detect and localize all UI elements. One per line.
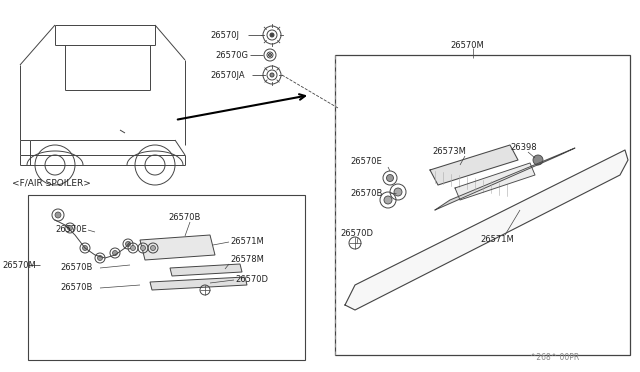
Polygon shape [150, 277, 247, 290]
Polygon shape [435, 148, 575, 210]
Circle shape [125, 241, 131, 247]
Circle shape [113, 250, 118, 256]
Circle shape [131, 246, 136, 250]
Text: 26570B: 26570B [60, 283, 92, 292]
Text: 26570B: 26570B [168, 214, 200, 222]
Text: <F/AIR SPOILER>: <F/AIR SPOILER> [12, 179, 91, 187]
Circle shape [270, 73, 274, 77]
Circle shape [394, 188, 402, 196]
Text: 26398: 26398 [510, 144, 536, 153]
Circle shape [384, 196, 392, 204]
Polygon shape [140, 235, 215, 260]
Circle shape [141, 246, 145, 250]
Text: 26570M: 26570M [2, 260, 36, 269]
Text: ^268^ 00PR: ^268^ 00PR [530, 353, 579, 362]
Circle shape [533, 155, 543, 165]
Text: 26570JA: 26570JA [210, 71, 244, 80]
Polygon shape [345, 150, 628, 310]
Circle shape [83, 246, 88, 250]
Text: 26571M: 26571M [230, 237, 264, 247]
Text: 26570B: 26570B [60, 263, 92, 273]
Polygon shape [455, 163, 535, 200]
Text: 26570G: 26570G [215, 51, 248, 60]
Text: 26570B: 26570B [350, 189, 382, 198]
Text: 26570E: 26570E [350, 157, 381, 167]
Circle shape [97, 256, 102, 260]
Circle shape [269, 54, 271, 57]
Text: 26570M: 26570M [450, 41, 484, 49]
Text: 26570J: 26570J [210, 31, 239, 39]
Circle shape [270, 33, 274, 37]
Circle shape [387, 174, 394, 182]
Circle shape [67, 225, 72, 231]
Text: 26570D: 26570D [235, 276, 268, 285]
Circle shape [150, 246, 156, 250]
Polygon shape [170, 264, 242, 276]
Text: 26571M: 26571M [480, 235, 514, 244]
Text: 26570D: 26570D [340, 230, 373, 238]
Text: 26573M: 26573M [432, 148, 466, 157]
Circle shape [55, 212, 61, 218]
Text: 26578M: 26578M [230, 256, 264, 264]
Polygon shape [430, 145, 518, 185]
Text: 26570E: 26570E [55, 225, 87, 234]
